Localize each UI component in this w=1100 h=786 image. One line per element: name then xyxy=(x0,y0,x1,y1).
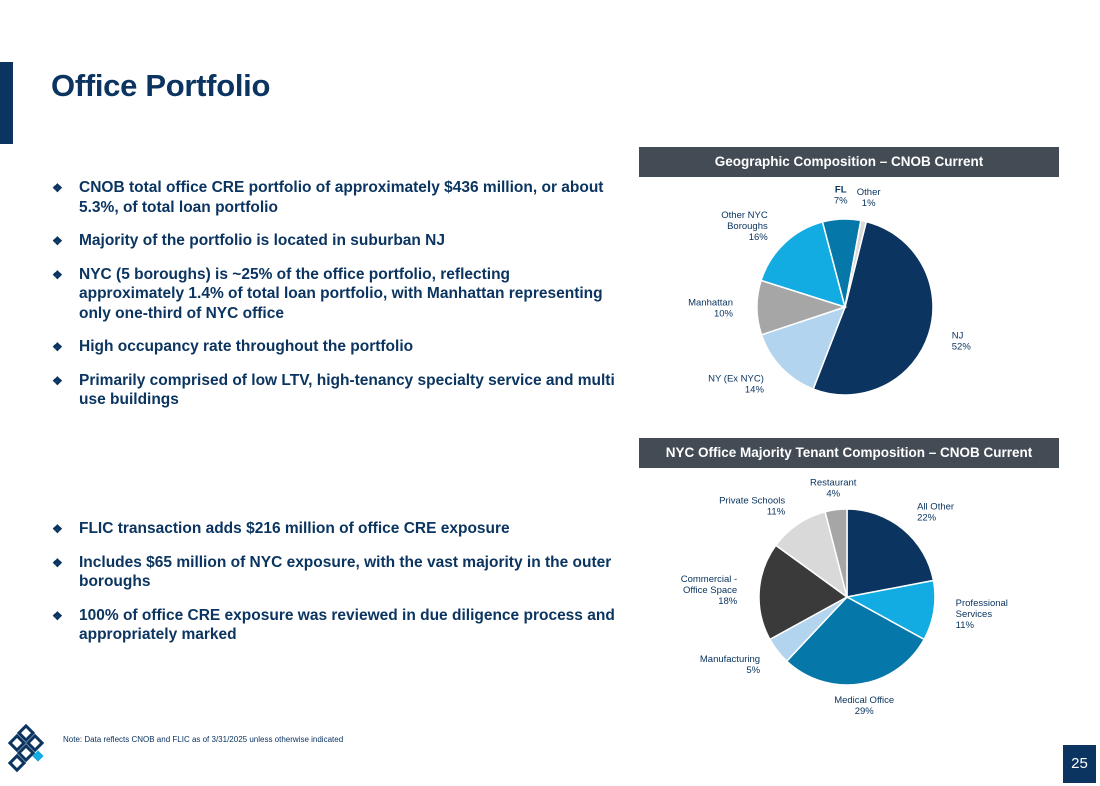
pie-slice-other-nyc-boroughs xyxy=(760,221,847,309)
page-title: Office Portfolio xyxy=(51,68,271,103)
slice-label: Private Schools 11% xyxy=(719,496,786,518)
slice-label: All Other 22% xyxy=(917,502,954,524)
pie-slice-nj xyxy=(812,220,934,396)
diamond-bullet-icon: ❖ xyxy=(52,181,63,195)
diamond-bullet-icon: ❖ xyxy=(52,555,63,570)
bullet-list-top: ❖ CNOB total office CRE portfolio of appr… xyxy=(50,178,615,424)
diamond-bullet-icon: ❖ xyxy=(52,234,63,248)
pie-slice-all-other xyxy=(846,508,935,598)
pie-slice-commercial-office-space xyxy=(758,544,849,641)
slice-label: Manufacturing 5% xyxy=(700,654,761,676)
footnote: Note: Data reflects CNOB and FLIC as of … xyxy=(63,735,344,744)
slice-label: Other 1% xyxy=(857,187,881,209)
nyc-pie-chart: All Other 22% Professional Services 11% Medic… xyxy=(681,477,1008,717)
bullet-item: ❖ Primarily comprised of low LTV, high-te… xyxy=(52,371,615,409)
pie-slice-other xyxy=(844,219,868,308)
diamond-bullet-icon: ❖ xyxy=(52,340,63,354)
slice-label: Professional Services 11% xyxy=(956,598,1008,631)
geo-pie-chart: NJ 52% NY (Ex NYC) 14% Manhattan 10% Other NYC… xyxy=(688,185,972,396)
nyc-chart-title: NYC Office Majority Tenant Composition –… xyxy=(639,438,1059,468)
bullet-item: ❖ NYC (5 boroughs) is ~25% of the office … xyxy=(52,265,603,322)
bullet-item: ❖ CNOB total office CRE portfolio of appr… xyxy=(52,179,604,216)
slice-label: Other NYC Boroughs 16% xyxy=(721,210,768,243)
bullet-list-bottom: ❖ FLIC transaction adds $216 million of o… xyxy=(50,519,615,659)
slice-label: FL 7% xyxy=(834,185,848,207)
diamond-bullet-icon: ❖ xyxy=(52,522,63,536)
pie-slice-medical-office xyxy=(785,596,926,686)
accent-bar xyxy=(0,62,13,144)
geo-chart-title: Geographic Composition – CNOB Current xyxy=(639,147,1059,177)
page-number: 25 xyxy=(1063,745,1096,783)
bullet-item: ❖ Includes $65 million of NYC exposure, w… xyxy=(52,553,612,591)
bullet-item: ❖ Majority of the portfolio is located in… xyxy=(52,232,445,249)
diamond-bullet-icon: ❖ xyxy=(52,267,63,282)
slice-label: Manhattan 10% xyxy=(688,297,733,319)
pie-slice-ny-ex-nyc xyxy=(760,305,847,391)
diamond-bullet-icon: ❖ xyxy=(52,608,63,623)
slice-label: NJ 52% xyxy=(952,330,972,352)
bullet-item: ❖ High occupancy rate throughout the port… xyxy=(52,338,414,355)
diamond-bullet-icon: ❖ xyxy=(52,373,63,388)
slice-label: NY (Ex NYC) 14% xyxy=(708,374,764,396)
slice-label: Commercial -Office Space 18% xyxy=(681,574,738,607)
pie-slice-restaurant xyxy=(824,508,848,598)
connectone-logo-icon xyxy=(7,724,45,773)
bullet-item: ❖ FLIC transaction adds $216 million of o… xyxy=(52,520,510,537)
bullet-item: ❖ 100% of office CRE exposure was reviewe… xyxy=(52,606,615,644)
slice-label: Restaurant 4% xyxy=(810,477,857,499)
slice-label: Medical Office 29% xyxy=(834,695,894,717)
